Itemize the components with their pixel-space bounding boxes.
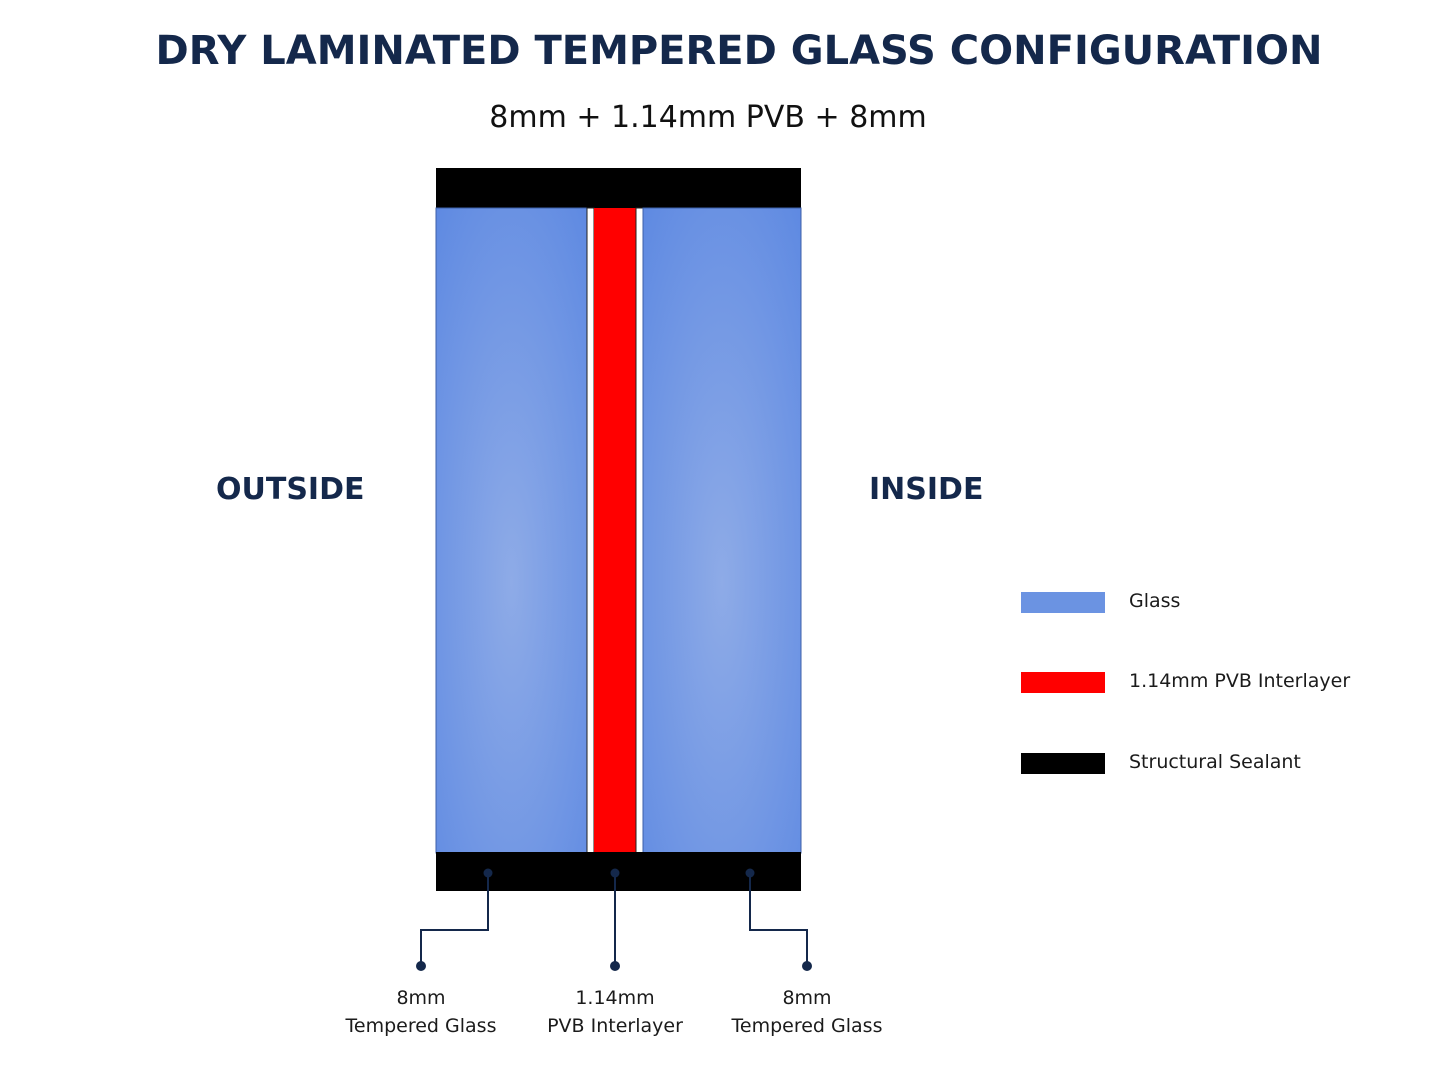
callout-leader-pvb	[610, 868, 620, 971]
callout-pvb-type: PVB Interlayer	[547, 1015, 683, 1037]
callout-leader-outside-glass	[416, 868, 493, 971]
callout-outside-glass-thickness: 8mm	[396, 987, 446, 1009]
outside-glass-pane	[435, 207, 588, 854]
legend-label-sealant: Structural Sealant	[1129, 751, 1301, 773]
inside-label: INSIDE	[869, 472, 984, 507]
gap-right	[635, 207, 644, 854]
outside-label: OUTSIDE	[216, 472, 365, 507]
inside-glass-pane	[642, 207, 802, 854]
gap-left	[586, 207, 595, 854]
callout-leader-inside-glass	[745, 868, 812, 971]
callout-label-pvb: 1.14mm PVB Interlayer	[515, 984, 715, 1040]
legend-label-glass: Glass	[1129, 590, 1181, 612]
top-structural-sealant	[436, 168, 801, 209]
callout-label-inside-glass: 8mm Tempered Glass	[707, 984, 907, 1040]
callout-label-outside-glass: 8mm Tempered Glass	[321, 984, 521, 1040]
legend-swatch-pvb	[1021, 672, 1105, 693]
callout-pvb-thickness: 1.14mm	[575, 987, 655, 1009]
callout-inside-glass-thickness: 8mm	[782, 987, 832, 1009]
diagram-subtitle: 8mm + 1.14mm PVB + 8mm	[489, 100, 927, 135]
legend-swatch-sealant	[1021, 753, 1105, 774]
legend-swatch-glass	[1021, 592, 1105, 613]
pvb-interlayer	[594, 208, 636, 853]
callout-outside-glass-type: Tempered Glass	[345, 1015, 497, 1037]
legend-label-pvb: 1.14mm PVB Interlayer	[1129, 670, 1351, 692]
callout-inside-glass-type: Tempered Glass	[731, 1015, 883, 1037]
diagram-title: DRY LAMINATED TEMPERED GLASS CONFIGURATI…	[155, 28, 1323, 74]
